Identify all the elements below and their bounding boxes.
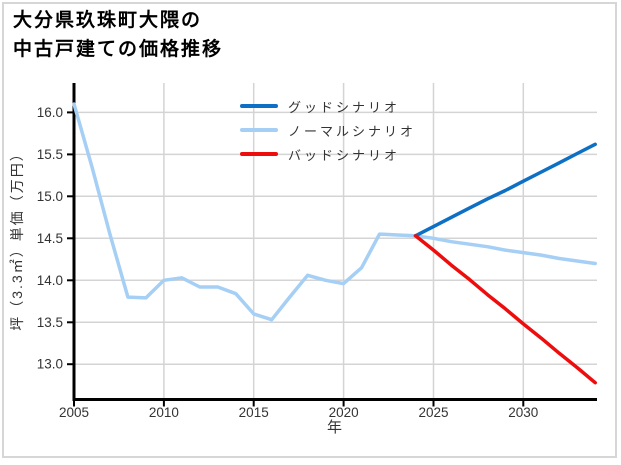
axis-spines: [72, 83, 597, 401]
x-tick-label-2020: 2020: [329, 405, 359, 420]
good-scenario-line-swatch: [240, 104, 278, 108]
x-tick-label-2025: 2025: [418, 405, 448, 420]
bad-scenario-line-swatch: [240, 152, 278, 156]
y-tick-label-15.5: 15.5: [37, 147, 63, 162]
page-title: 大分県玖珠町大隈の 中古戸建ての価格推移: [13, 6, 223, 64]
legend-label-good-scenario: グッドシナリオ: [288, 99, 401, 115]
normal-scenario-line-swatch: [240, 128, 278, 132]
good-scenario-line: [413, 142, 597, 238]
normal-scenario-line: [72, 102, 597, 322]
y-tick-label-14: 14.0: [37, 273, 63, 288]
y-tick-label-16: 16.0: [37, 105, 63, 120]
x-tick-label-2010: 2010: [149, 405, 179, 420]
legend-item-bad-scenario: バッドシナリオ: [240, 142, 416, 166]
legend: グッドシナリオ ノーマルシナリオ バッドシナリオ: [240, 94, 416, 166]
x-tick-label-2030: 2030: [508, 405, 538, 420]
y-tick-label-15: 15.0: [37, 189, 63, 204]
page-title-line1: 大分県玖珠町大隈の: [13, 10, 203, 31]
x-tick-label-2015: 2015: [239, 405, 269, 420]
legend-label-bad-scenario: バッドシナリオ: [288, 147, 401, 163]
y-tick-label-13: 13.0: [37, 357, 63, 372]
y-tick-label-14.5: 14.5: [37, 231, 63, 246]
legend-item-good-scenario: グッドシナリオ: [240, 94, 416, 118]
chart-window: [2, 2, 617, 458]
x-axis-label: 年: [326, 419, 344, 436]
x-tick-label-2005: 2005: [59, 405, 89, 420]
y-tick-label-13.5: 13.5: [37, 315, 63, 330]
legend-item-normal-scenario: ノーマルシナリオ: [240, 118, 416, 142]
y-axis-label: 坪（3.3㎡）単価（万円）: [9, 145, 25, 331]
page-title-line2: 中古戸建ての価格推移: [13, 39, 224, 60]
legend-label-normal-scenario: ノーマルシナリオ: [288, 123, 417, 139]
bad-scenario-line: [413, 234, 597, 385]
